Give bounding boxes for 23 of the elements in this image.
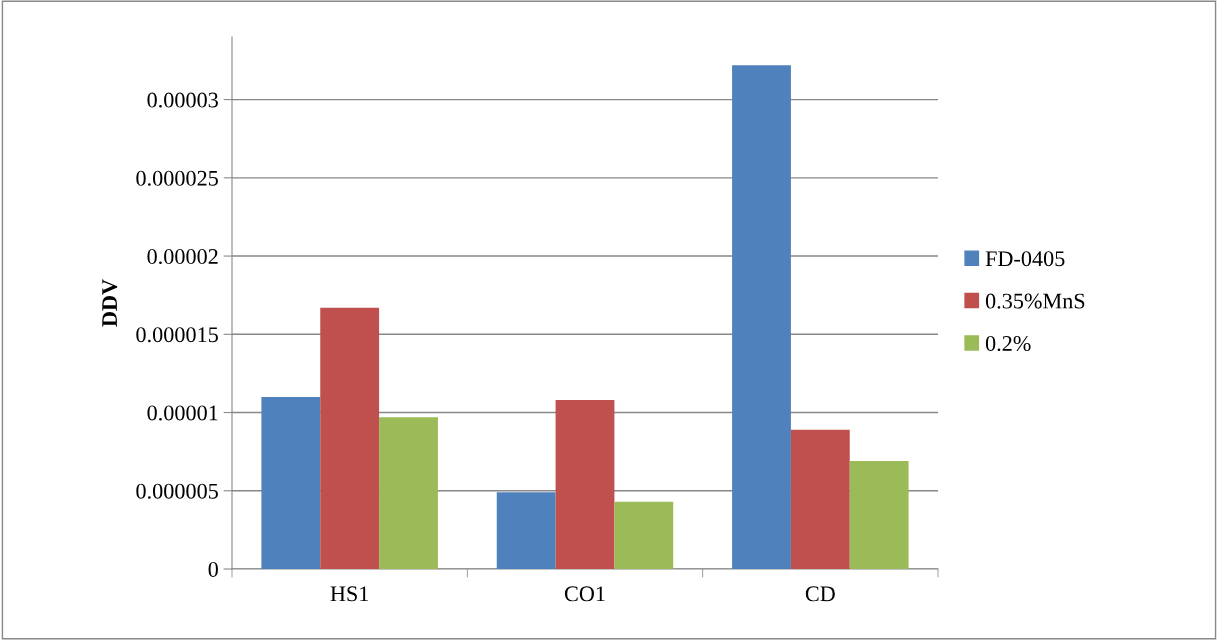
y-axis-title: DDV	[102, 279, 118, 327]
bar	[790, 429, 850, 569]
bar	[555, 400, 615, 569]
legend-label: 0.35%MnS	[985, 293, 1085, 309]
y-tick-label: 0	[208, 561, 218, 577]
y-tick-label: 0.000005	[136, 483, 218, 499]
bar	[320, 307, 380, 569]
y-tick-label: 0.00002	[147, 248, 218, 265]
bar	[496, 492, 556, 569]
x-tick-label: CD	[805, 586, 835, 602]
bar	[849, 461, 909, 569]
y-tick-label: 0.00001	[147, 405, 218, 421]
y-tick-label: 0.00003	[147, 92, 218, 108]
bar	[261, 396, 321, 569]
x-tick-label: CO1	[564, 586, 605, 602]
x-tick-label: HS1	[330, 586, 369, 602]
legend-label: 0.2%	[985, 335, 1031, 352]
y-tick-label: 0.000015	[136, 327, 218, 343]
y-tick-label: 0.000025	[136, 170, 218, 186]
bar	[614, 501, 674, 569]
legend-label: FD-0405	[985, 251, 1065, 267]
bar	[732, 65, 791, 569]
bar	[379, 417, 438, 569]
